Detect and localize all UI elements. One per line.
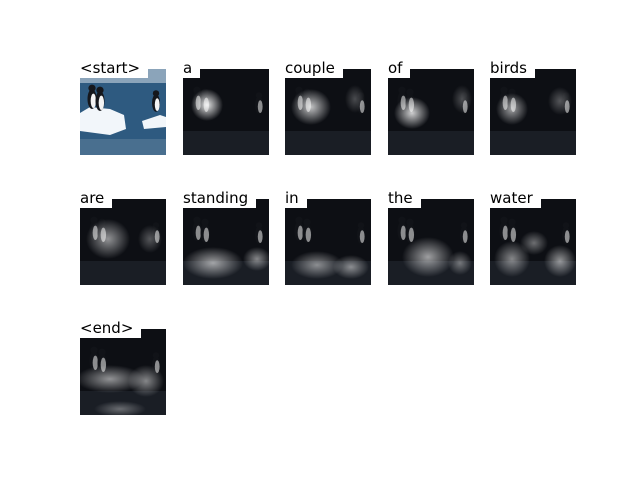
token-label: water	[490, 188, 541, 208]
attention-map	[80, 329, 166, 415]
token-label: are	[80, 188, 113, 208]
token-label: <start>	[80, 58, 149, 78]
attention-map	[183, 69, 269, 155]
token-label: birds	[490, 58, 535, 78]
attention-map	[183, 199, 269, 285]
attention-map	[285, 199, 371, 285]
attention-map	[80, 199, 166, 285]
token-label: the	[388, 188, 421, 208]
token-label: <end>	[80, 318, 142, 338]
token-label: in	[285, 188, 307, 208]
token-label: couple	[285, 58, 343, 78]
attention-map	[490, 69, 576, 155]
token-label: standing	[183, 188, 257, 208]
attention-map	[388, 199, 474, 285]
token-label: a	[183, 58, 201, 78]
attention-map	[490, 199, 576, 285]
source-image	[80, 69, 166, 155]
attention-map	[285, 69, 371, 155]
attention-map	[388, 69, 474, 155]
token-label: of	[388, 58, 411, 78]
